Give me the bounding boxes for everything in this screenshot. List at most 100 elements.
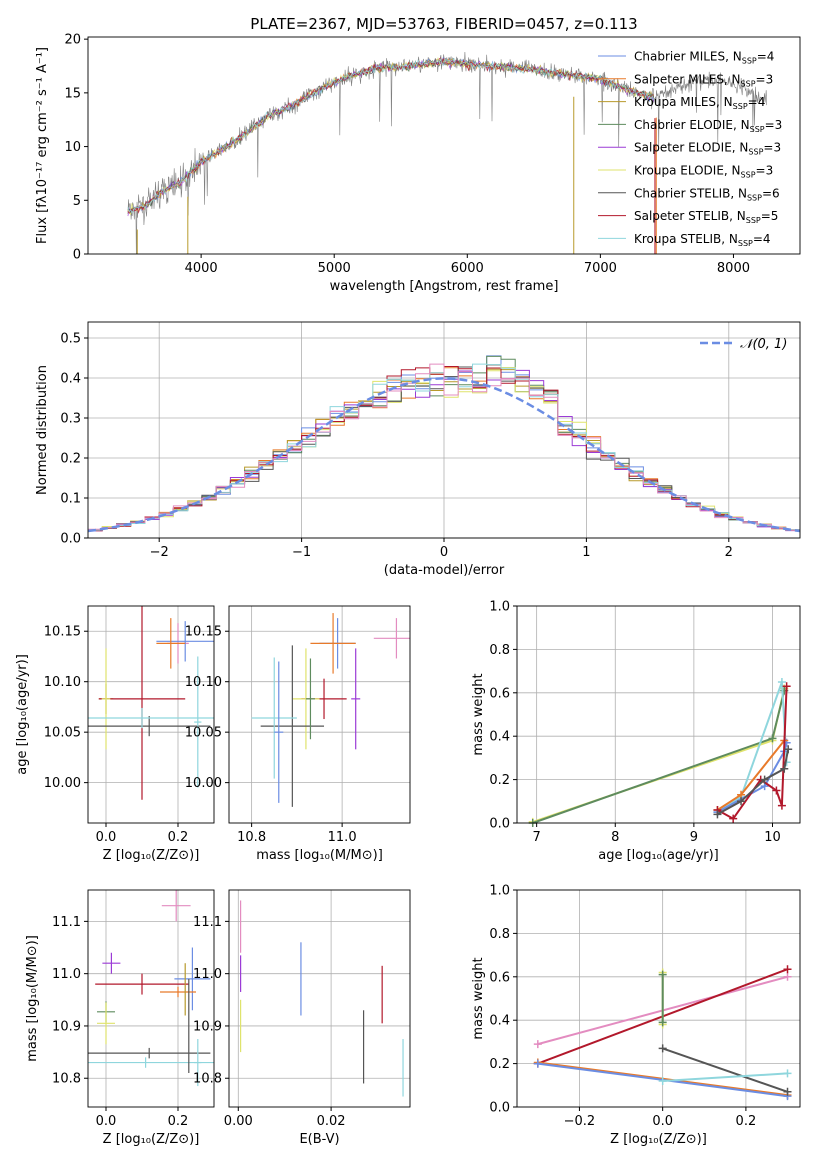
legend-label-normal: 𝒩(0, 1) xyxy=(740,337,787,352)
plot-area-3 xyxy=(251,613,410,807)
ytick-label-0-1: 5 xyxy=(73,194,81,209)
plot-area-4 xyxy=(528,677,793,827)
axes-6: 0.00 0.02 10.8 10.9 11.0 11.1 E(B-V) xyxy=(193,889,411,1147)
legend-label-3: Chabrier ELODIE, NSSP=3 xyxy=(634,118,782,134)
ytick-label-7-5: 1.0 xyxy=(489,884,510,899)
xtick-label-7-2: 0.2 xyxy=(736,1114,757,1129)
ytick-label-4-2: 0.4 xyxy=(489,730,510,745)
plot-area-7 xyxy=(533,965,792,1101)
xtick-label-5-1: 0.2 xyxy=(168,1114,189,1129)
xtick-label-1-2: 0 xyxy=(440,545,448,560)
errorbar-mass-z-2 xyxy=(95,973,189,995)
xtick-label-5-0: 0.0 xyxy=(96,1114,117,1129)
errorbar-age-mass-2 xyxy=(310,613,356,674)
ytick-label-0-2: 10 xyxy=(64,140,81,155)
axes-3: 10.8 11.0 10.00 10.05 10.10 10.15 mass [log₁₀(… xyxy=(185,605,411,863)
xtick-label-0-1: 5000 xyxy=(318,261,351,276)
ytick-label-7-0: 0.0 xyxy=(489,1101,510,1116)
axes-frame-3 xyxy=(228,605,411,824)
errorbar-mass-z-9 xyxy=(194,1039,202,1087)
ytick-label-7-3: 0.6 xyxy=(489,970,510,985)
xtick-label-7-0: −0.2 xyxy=(564,1114,596,1129)
weight-marker-7-7-0 xyxy=(658,1018,667,1027)
model-spectrum-8 xyxy=(127,57,654,213)
errorbar-mass-z-6 xyxy=(97,1002,115,1045)
errorbar-age-z-1 xyxy=(156,621,214,662)
ytick-label-2-0: 10.00 xyxy=(44,776,81,791)
chart-title: PLATE=2367, MJD=53763, FIBERID=0457, z=0… xyxy=(250,15,637,33)
xtick-label-7-1: 0.0 xyxy=(652,1114,673,1129)
ytick-label-2-2: 10.10 xyxy=(44,675,81,690)
ytick-label-0-4: 20 xyxy=(64,33,81,48)
xtick-label-2-1: 0.2 xyxy=(168,830,189,845)
legend-label-1: Salpeter MILES, NSSP=3 xyxy=(634,72,773,88)
weight-marker-4-6-2 xyxy=(760,775,769,784)
errorbar-mass-z-4 xyxy=(160,986,196,998)
errorbar-mass-z-1 xyxy=(102,952,121,974)
ylabel-4: mass weight xyxy=(471,673,486,755)
weight-marker-4-5-3 xyxy=(772,786,781,795)
ytick-label-0-3: 15 xyxy=(64,86,81,101)
plot-area-1: 𝒩(0, 1) xyxy=(87,337,801,533)
ytick-label-1-1: 0.1 xyxy=(60,492,81,507)
xtick-label-3-0: 10.8 xyxy=(237,830,266,845)
xtick-label-1-3: 1 xyxy=(582,545,590,560)
axes-frame-0 xyxy=(87,36,801,255)
normal-curve xyxy=(87,377,801,533)
legend-label-7: Salpeter STELIB, NSSP=5 xyxy=(634,209,778,225)
weight-marker-7-0-1 xyxy=(783,972,792,981)
errorbar-age-mass-4 xyxy=(351,648,361,750)
xtick-label-4-1: 8 xyxy=(611,830,619,845)
weight-marker-7-3-0 xyxy=(533,1059,542,1068)
ylabel-1: Normed distribution xyxy=(35,365,50,495)
xtick-label-4-2: 9 xyxy=(690,830,698,845)
xlabel-7: Z [log₁₀(Z/Z⊙)] xyxy=(610,1132,707,1147)
axes-frame-5 xyxy=(87,889,215,1108)
plot-area-2 xyxy=(88,606,214,800)
axes-frame-2 xyxy=(87,605,215,824)
histogram-step-9 xyxy=(88,363,800,533)
weight-line-4-0 xyxy=(532,688,786,823)
weight-marker-4-1-1 xyxy=(768,734,777,743)
ytick-label-6-0: 10.8 xyxy=(193,1072,222,1087)
weight-marker-4-5-5 xyxy=(782,682,791,691)
ytick-label-4-4: 0.8 xyxy=(489,643,510,658)
weight-marker-7-4-0 xyxy=(658,1044,667,1053)
ytick-label-6-1: 10.9 xyxy=(193,1019,222,1034)
ytick-label-3-3: 10.15 xyxy=(185,625,222,640)
axes-1: 𝒩(0, 1) −2 −1 0 1 2 0.0 0.1 0.2 0.3 0.4 0.5 (data-mo… xyxy=(35,321,801,578)
axes-frame-1 xyxy=(87,321,801,539)
ytick-label-6-3: 11.1 xyxy=(193,915,222,930)
weight-line-4-5 xyxy=(717,686,788,821)
errorbar-age-mass-8 xyxy=(274,661,284,803)
ytick-label-3-0: 10.00 xyxy=(185,776,222,791)
ytick-label-5-3: 11.1 xyxy=(52,915,81,930)
errorbar-age-z-6 xyxy=(88,716,211,737)
weight-marker-7-1-1 xyxy=(783,965,792,974)
legend-label-6: Chabrier STELIB, NSSP=6 xyxy=(634,186,780,202)
xtick-label-3-1: 11.0 xyxy=(328,830,357,845)
xtick-label-0-0: 4000 xyxy=(185,261,218,276)
axes-2: 0.0 0.2 10.00 10.05 10.10 10.15 Z [log₁₀(Z/Z⊙)… xyxy=(15,605,215,863)
plot-area-0: Chabrier MILES, NSSP=4 Salpeter MILES, NS… xyxy=(127,50,782,254)
axes-7: −0.2 0.0 0.2 0.0 0.2 0.4 0.6 0.8 1.0 Z [log₁₀(Z/Z… xyxy=(471,884,801,1147)
xtick-label-6-1: 0.02 xyxy=(317,1114,346,1129)
ytick-label-2-1: 10.05 xyxy=(44,726,81,741)
errorbar-age-z-2 xyxy=(156,618,186,669)
errorbar-age-z-4 xyxy=(98,606,186,800)
weight-line-4-1 xyxy=(532,690,786,824)
ytick-label-7-2: 0.4 xyxy=(489,1014,510,1029)
axes-frame-6 xyxy=(228,889,411,1108)
ylabel-5: mass [log₁₀(M/M⊙)] xyxy=(25,935,40,1062)
weight-marker-7-5-0 xyxy=(658,1076,667,1085)
ytick-label-1-5: 0.5 xyxy=(60,332,81,347)
ytick-label-4-3: 0.6 xyxy=(489,686,510,701)
axes-0: Chabrier MILES, NSSP=4 Salpeter MILES, NS… xyxy=(35,33,801,294)
axes-4: 7 8 9 10 0.0 0.2 0.4 0.6 0.8 1.0 age [log₁₀(age/yr… xyxy=(471,600,801,863)
xlabel-5: Z [log₁₀(Z/Z⊙)] xyxy=(103,1132,200,1147)
errorbar-age-mass-9 xyxy=(305,658,315,740)
errorbar-mass-z-7 xyxy=(88,1047,211,1059)
observed-spectrum xyxy=(127,51,767,254)
errorbar-age-mass-7 xyxy=(251,657,297,779)
